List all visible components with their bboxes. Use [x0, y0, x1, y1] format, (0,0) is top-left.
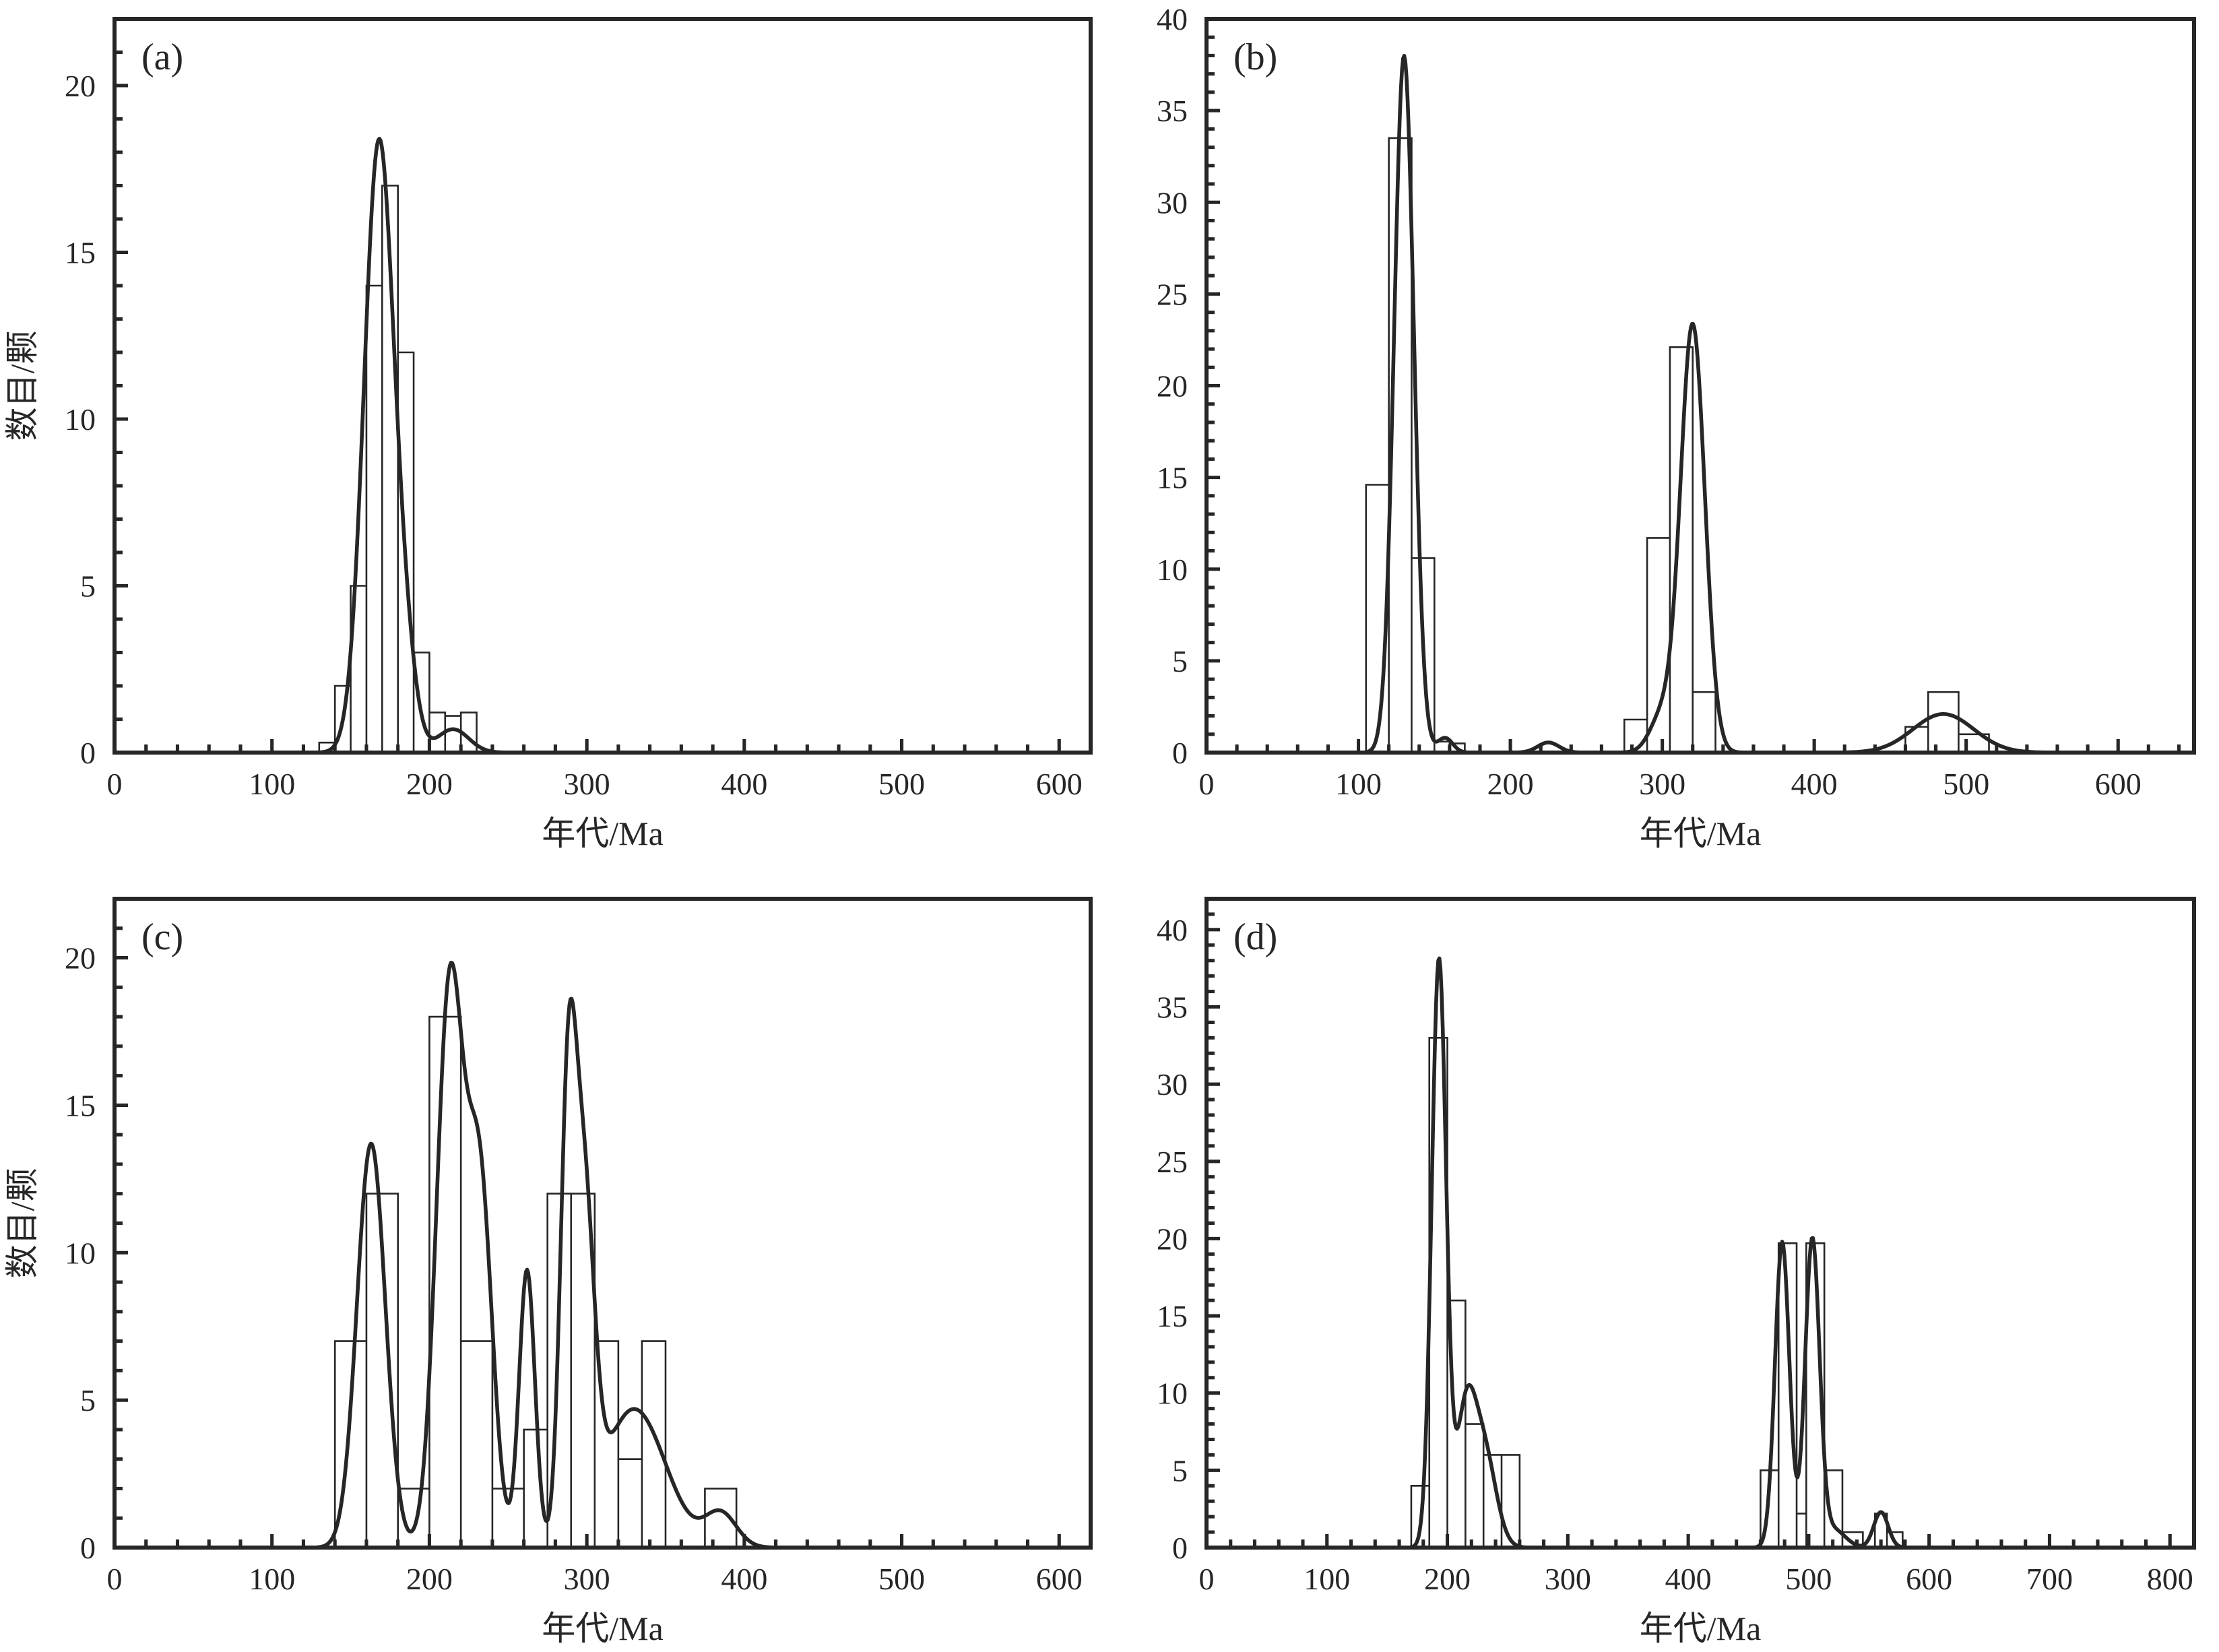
svg-text:0: 0 — [80, 736, 96, 770]
svg-text:200: 200 — [1424, 1562, 1471, 1596]
svg-text:100: 100 — [249, 767, 295, 801]
svg-text:5: 5 — [80, 569, 96, 604]
svg-text:10: 10 — [65, 402, 96, 437]
svg-text:400: 400 — [1791, 767, 1838, 801]
svg-text:15: 15 — [65, 1088, 96, 1122]
svg-text:15: 15 — [65, 236, 96, 270]
svg-text:0: 0 — [107, 767, 123, 801]
svg-text:0: 0 — [1172, 1531, 1188, 1565]
svg-text:15: 15 — [1157, 461, 1188, 495]
svg-text:20: 20 — [65, 941, 96, 976]
svg-text:20: 20 — [1157, 1221, 1188, 1256]
svg-text:0: 0 — [1199, 767, 1215, 801]
svg-text:0: 0 — [107, 1562, 123, 1596]
svg-text:500: 500 — [1943, 767, 1989, 801]
svg-text:数目/颗: 数目/颗 — [3, 1168, 41, 1279]
svg-text:5: 5 — [1172, 644, 1188, 678]
svg-text:200: 200 — [406, 767, 453, 801]
svg-text:300: 300 — [564, 767, 610, 801]
svg-text:年代/Ma: 年代/Ma — [542, 1610, 664, 1647]
svg-text:600: 600 — [1036, 1562, 1083, 1596]
svg-text:5: 5 — [80, 1383, 96, 1418]
svg-text:200: 200 — [1487, 767, 1534, 801]
svg-text:10: 10 — [1157, 1376, 1188, 1411]
svg-text:年代/Ma: 年代/Ma — [1640, 1610, 1762, 1647]
svg-text:300: 300 — [1545, 1562, 1591, 1596]
svg-text:400: 400 — [721, 767, 767, 801]
svg-text:600: 600 — [2095, 767, 2142, 801]
svg-text:10: 10 — [65, 1236, 96, 1270]
svg-text:25: 25 — [1157, 1145, 1188, 1179]
svg-text:25: 25 — [1157, 277, 1188, 311]
svg-text:5: 5 — [1172, 1453, 1188, 1488]
svg-text:0: 0 — [80, 1531, 96, 1565]
svg-text:500: 500 — [878, 1562, 925, 1596]
svg-text:(a): (a) — [141, 36, 183, 78]
svg-text:300: 300 — [564, 1562, 610, 1596]
svg-text:0: 0 — [1172, 736, 1188, 770]
svg-text:500: 500 — [878, 767, 925, 801]
svg-text:300: 300 — [1639, 767, 1685, 801]
svg-text:40: 40 — [1157, 2, 1188, 36]
svg-text:(d): (d) — [1233, 916, 1277, 958]
svg-text:200: 200 — [406, 1562, 453, 1596]
svg-text:100: 100 — [249, 1562, 295, 1596]
svg-text:30: 30 — [1157, 185, 1188, 220]
svg-text:0: 0 — [1199, 1562, 1215, 1596]
svg-text:20: 20 — [65, 69, 96, 103]
svg-text:500: 500 — [1785, 1562, 1832, 1596]
svg-text:30: 30 — [1157, 1067, 1188, 1102]
svg-text:40: 40 — [1157, 913, 1188, 947]
svg-text:35: 35 — [1157, 94, 1188, 128]
svg-text:(c): (c) — [141, 916, 183, 958]
svg-text:(b): (b) — [1233, 36, 1277, 78]
svg-text:400: 400 — [721, 1562, 767, 1596]
svg-text:800: 800 — [2147, 1562, 2193, 1596]
svg-text:35: 35 — [1157, 990, 1188, 1025]
svg-text:数目/颗: 数目/颗 — [3, 331, 41, 441]
svg-text:600: 600 — [1906, 1562, 1952, 1596]
svg-text:700: 700 — [2026, 1562, 2073, 1596]
svg-text:600: 600 — [1036, 767, 1083, 801]
svg-text:20: 20 — [1157, 369, 1188, 404]
svg-text:400: 400 — [1665, 1562, 1712, 1596]
svg-text:10: 10 — [1157, 552, 1188, 587]
svg-text:100: 100 — [1304, 1562, 1350, 1596]
svg-text:15: 15 — [1157, 1299, 1188, 1333]
svg-text:100: 100 — [1335, 767, 1382, 801]
